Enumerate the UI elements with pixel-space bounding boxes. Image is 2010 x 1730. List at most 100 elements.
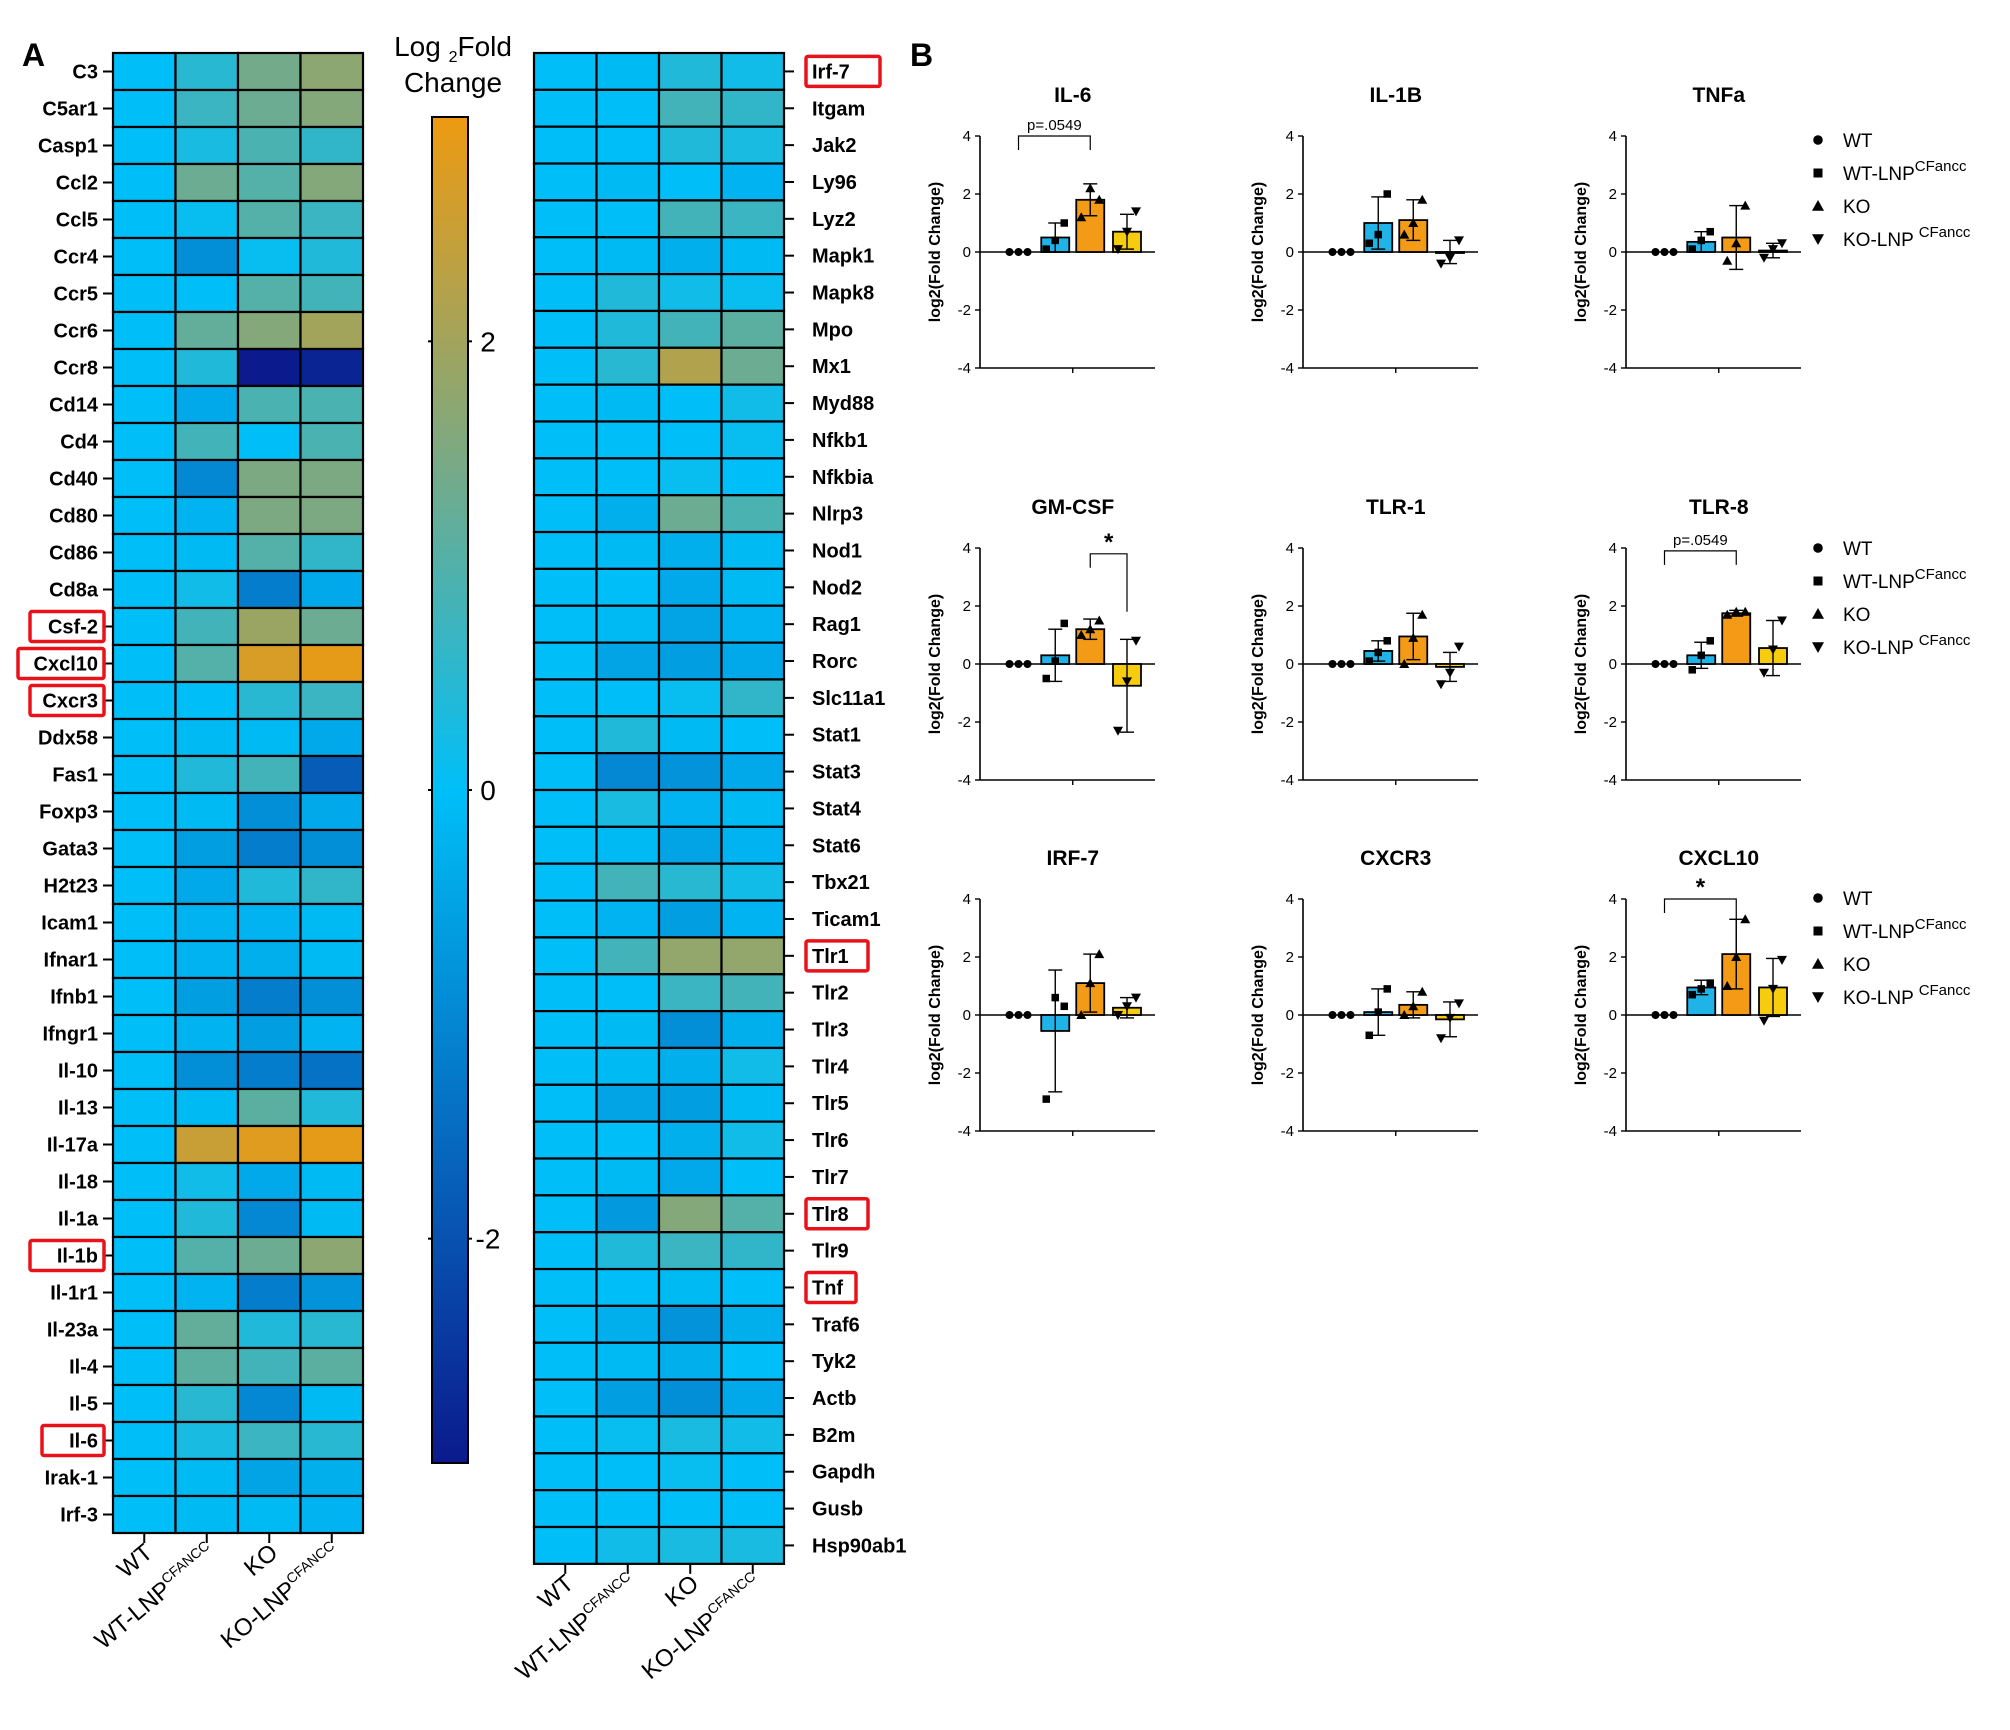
point-marker	[1014, 248, 1023, 256]
legend-label: WT	[1843, 889, 1873, 910]
point-marker	[1651, 248, 1660, 256]
heatmap-cell	[236, 1494, 302, 1535]
heatmap-cell	[532, 862, 598, 902]
heatmap-cell	[236, 1309, 302, 1350]
heatmap-cell	[532, 1267, 598, 1308]
heatmap-cell	[532, 1452, 598, 1492]
legend-label: WT-LNPCFancc	[1843, 916, 1967, 943]
colorbar-title-part: Log	[394, 31, 449, 62]
heatmap-cell	[174, 1161, 240, 1202]
y-tick-label: 0	[1609, 656, 1617, 673]
point-marker	[1688, 990, 1696, 999]
heatmap-cell	[532, 530, 598, 570]
legend-label-sup: CFancc	[1915, 158, 1967, 175]
legend-label-main: WT-LNP	[1843, 164, 1915, 185]
bar-panel: TLR-8 4 2 0 -2 -4 log2(Fold Change) p=.0549	[1573, 496, 1801, 789]
heatmap-cell	[532, 1304, 598, 1344]
heatmap-cell	[174, 939, 240, 980]
heatmap-cell	[532, 162, 598, 202]
heatmap-cell	[657, 899, 723, 939]
heatmap-cell	[299, 717, 365, 758]
heatmap-cell	[299, 1346, 365, 1387]
heatmap-cell	[111, 643, 177, 684]
significance-label: p=.0549	[1027, 117, 1082, 134]
point-marker	[1417, 194, 1428, 204]
legend-label-sup: CFancc	[1915, 566, 1967, 583]
y-tick-label: -4	[1604, 360, 1617, 377]
row-label: Mapk1	[812, 246, 874, 268]
row-label: Ccl2	[56, 173, 98, 195]
point-marker	[1131, 207, 1141, 217]
point-marker	[1651, 660, 1660, 668]
heatmap-cell	[299, 1309, 365, 1350]
heatmap-cell	[174, 976, 240, 1017]
heatmap-cell	[657, 383, 723, 423]
column-label-main: WT	[533, 1570, 579, 1615]
legend-label: KO-LNP CFancc	[1843, 224, 1971, 251]
heatmap-cell	[299, 828, 365, 869]
heatmap-cell	[174, 828, 240, 869]
y-tick-label: -2	[958, 302, 971, 319]
heatmap-cell	[299, 754, 365, 795]
heatmap-cell	[236, 828, 302, 869]
legend-label: KO	[1843, 197, 1870, 218]
heatmap-cell	[657, 788, 723, 828]
bar-panels: IL-6 4 2 0 -2 -4 log2(Fold Change) p=.0549 IL-1B…	[927, 84, 1971, 1140]
y-tick-label: 2	[963, 598, 971, 615]
point-marker	[1669, 248, 1678, 256]
heatmap-cell	[174, 902, 240, 943]
heatmap-cell	[720, 1009, 786, 1050]
row-label: Irf-7	[812, 61, 850, 83]
heatmap-cell	[657, 678, 723, 718]
bar-panel: CXCL10 4 2 0 -2 -4 log2(Fold Change) *	[1573, 847, 1801, 1140]
row-label: Il-13	[58, 1098, 98, 1120]
y-axis-label: log2(Fold Change)	[927, 594, 944, 734]
row-label: Cd80	[49, 506, 98, 528]
heatmap-cell	[532, 1046, 598, 1086]
legend-label: KO	[1843, 955, 1870, 976]
row-label: Il-18	[58, 1172, 98, 1194]
highlight-box	[804, 939, 870, 973]
row-label: Actb	[812, 1388, 856, 1410]
point-marker	[1445, 253, 1455, 263]
heatmap-cell	[657, 752, 723, 792]
heatmap-cell	[236, 1050, 302, 1091]
heatmap-cell	[111, 976, 177, 1017]
heatmap-cell	[174, 1272, 240, 1313]
legend-label: WT-LNPCFancc	[1843, 566, 1967, 593]
heatmap-cell	[720, 1120, 786, 1160]
point-marker	[1076, 212, 1087, 222]
point-marker	[1436, 680, 1446, 690]
row-label: Il-4	[69, 1357, 99, 1379]
point-marker	[1813, 576, 1823, 586]
point-marker	[1768, 645, 1778, 655]
row-label: Csf-2	[48, 617, 98, 639]
row-label: Stat4	[812, 798, 862, 820]
heatmap-cell	[111, 680, 177, 721]
heatmap-cell	[299, 384, 365, 425]
heatmap-cell	[236, 1235, 302, 1276]
heatmap-cell	[174, 569, 240, 610]
point-marker	[1688, 666, 1696, 674]
heatmap-cell	[595, 494, 661, 534]
heatmap-cell	[532, 1378, 598, 1418]
heatmap-cell	[595, 641, 661, 681]
y-tick-label: -4	[1281, 772, 1294, 789]
heatmap-cell	[111, 754, 177, 795]
row-label: Ccr8	[54, 358, 98, 380]
heatmap-cell	[657, 51, 723, 91]
point-marker	[1740, 914, 1751, 924]
point-marker	[1812, 992, 1824, 1003]
column-label: KO-LNPCFANCC	[635, 1568, 766, 1685]
heatmap-cell	[595, 199, 661, 239]
heatmap-cell	[595, 1341, 661, 1381]
row-label: Fas1	[52, 765, 98, 787]
point-marker	[1051, 993, 1059, 1002]
heatmap-cell	[595, 567, 661, 607]
panel-title: TLR-8	[1689, 496, 1749, 519]
y-axis-label: log2(Fold Change)	[1573, 182, 1590, 322]
heatmap-cell	[595, 309, 661, 349]
heatmap-cell	[236, 1346, 302, 1387]
heatmap-cell	[532, 899, 598, 939]
y-tick-label: 2	[1286, 949, 1294, 966]
